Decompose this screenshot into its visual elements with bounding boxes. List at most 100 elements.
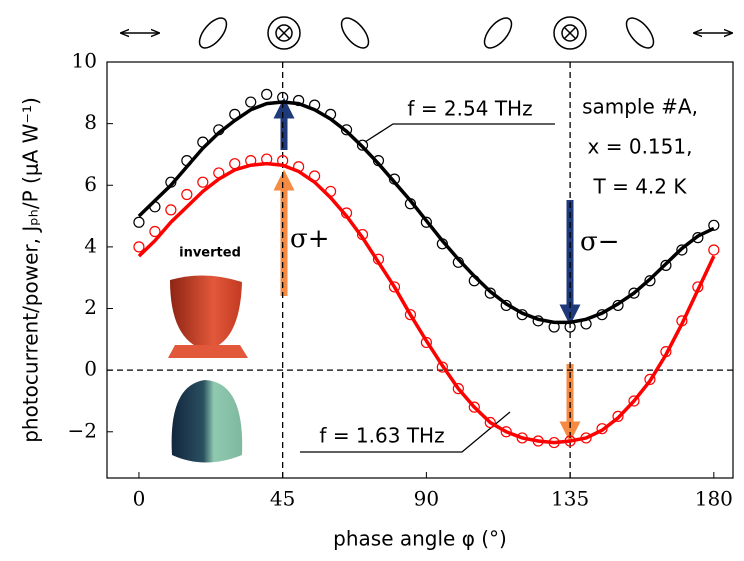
data-point	[324, 185, 337, 198]
data-point	[277, 155, 289, 167]
data-point	[452, 383, 464, 395]
data-point	[404, 309, 417, 321]
series-label: f = 2.54 THz	[407, 97, 532, 121]
data-point	[516, 432, 528, 444]
plot-frame	[106, 61, 734, 479]
data-point	[548, 436, 560, 449]
data-point	[133, 216, 145, 228]
data-point	[356, 139, 369, 151]
data-point	[500, 299, 512, 312]
x-tick-label: 45	[270, 487, 295, 511]
x-tick-label: 180	[695, 487, 733, 511]
data-point	[356, 228, 369, 241]
data-point	[468, 275, 480, 287]
y-tick-label: 0	[84, 357, 97, 381]
data-point	[516, 309, 528, 321]
data-point	[644, 373, 656, 385]
fit-line	[137, 100, 715, 325]
y-axis-label: photocurrent/power, Jₚₕ/P (μA W⁻¹)	[19, 97, 43, 443]
series-label: f = 1.63 THz	[319, 424, 444, 448]
sample-images	[168, 275, 248, 463]
data-point	[372, 155, 385, 167]
data-point	[596, 423, 608, 435]
data-point	[229, 108, 241, 120]
polarization-icons	[122, 16, 731, 50]
arrows	[273, 97, 581, 443]
y-tick-label: 6	[84, 172, 97, 196]
data-point	[229, 158, 241, 170]
x-label: x = 0.151,	[588, 135, 693, 159]
data-point	[213, 167, 225, 179]
data-point	[324, 108, 337, 120]
data-point	[340, 124, 353, 136]
data-point	[452, 256, 464, 268]
data-point	[261, 153, 273, 165]
data-point	[692, 281, 704, 293]
data-point	[484, 416, 496, 429]
x-tick-label: 90	[414, 487, 439, 511]
data-point	[197, 176, 209, 188]
data-point	[436, 361, 448, 373]
data-point	[420, 336, 432, 349]
data-point	[149, 225, 161, 238]
data-point	[628, 287, 640, 299]
t-label: T = 4.2 K	[593, 175, 688, 199]
data-point	[149, 201, 161, 213]
data-point	[309, 99, 321, 111]
inverted-label: inverted	[179, 246, 241, 261]
data-point	[580, 318, 592, 330]
data-point	[660, 346, 672, 358]
data-point	[708, 219, 720, 231]
data-point	[372, 253, 385, 265]
data-point	[484, 287, 496, 299]
data-point	[309, 170, 321, 182]
y-tick-label: 10	[72, 49, 97, 73]
sigma-minus: σ−	[580, 227, 620, 257]
data-point	[181, 188, 193, 201]
data-point	[676, 315, 688, 327]
data-point	[548, 321, 560, 333]
data-point	[197, 136, 209, 148]
data-point	[580, 432, 592, 444]
y-tick-label: −2	[68, 418, 97, 442]
data-point	[245, 96, 257, 108]
data-point	[612, 410, 624, 422]
fit-line	[137, 161, 716, 445]
y-tick-label: 4	[84, 233, 97, 257]
data-point	[181, 155, 193, 167]
data-point	[133, 241, 145, 253]
data-point	[660, 259, 672, 271]
data-point	[420, 216, 432, 228]
data-point	[676, 244, 688, 256]
x-tick-label: 0	[133, 487, 146, 511]
data-point	[404, 198, 417, 210]
sigma-plus: σ+	[290, 224, 330, 254]
data-point	[468, 401, 480, 413]
data-point	[277, 91, 289, 104]
data-point	[564, 321, 576, 333]
data-point	[245, 155, 257, 167]
leaders	[300, 123, 555, 453]
data-point	[612, 299, 624, 312]
data-point	[293, 161, 305, 173]
data-point	[644, 275, 656, 287]
data-point	[436, 238, 448, 250]
data-point	[340, 207, 353, 219]
data-point	[628, 395, 640, 407]
x-tick-label: 135	[551, 487, 589, 511]
data-point	[388, 281, 401, 293]
data-point	[293, 94, 305, 107]
data-point	[388, 173, 401, 185]
data-point	[596, 309, 608, 321]
data-point	[165, 176, 177, 188]
data-point	[261, 88, 273, 100]
data-point	[165, 204, 177, 216]
sample-label: sample #A,	[582, 95, 698, 119]
data-point	[564, 435, 576, 447]
y-tick-label: 8	[84, 110, 97, 134]
data-point	[692, 232, 704, 244]
data-point	[532, 315, 544, 327]
x-axis-label: phase angle φ (°)	[333, 527, 507, 551]
data-point	[532, 435, 544, 447]
